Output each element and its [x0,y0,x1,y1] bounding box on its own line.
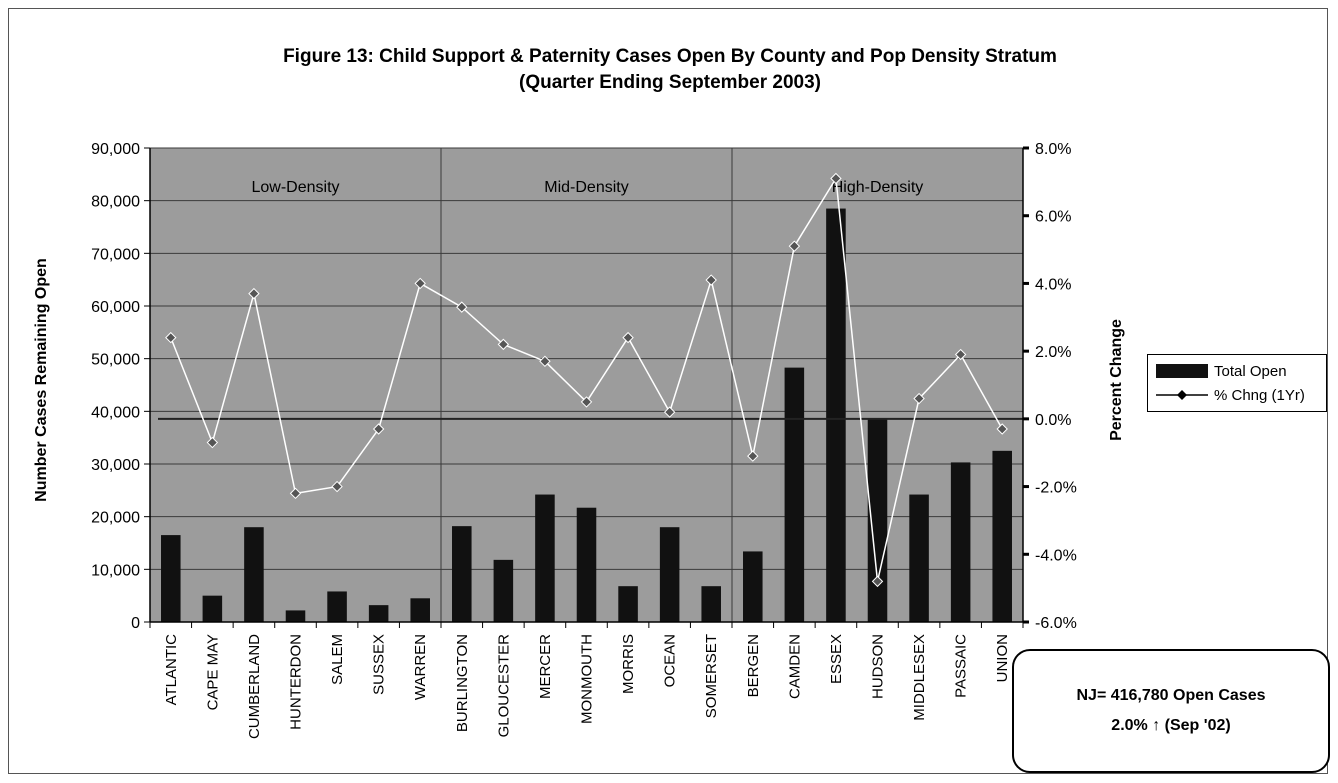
percent-change-marker [539,355,551,368]
y2-tick-label: -4.0% [1035,547,1077,564]
bar-total-open [701,586,721,622]
x-tick-label: ATLANTIC [163,634,180,706]
y-tick-label: 90,000 [91,141,140,158]
x-tick-label: OCEAN [662,634,679,687]
stratum-label: Low-Density [251,179,339,196]
percent-change-marker [747,450,759,462]
percent-change-marker [830,172,842,185]
stratum-label: Mid-Density [544,179,628,196]
chart-title-line2: (Quarter Ending September 2003) [519,72,821,93]
x-tick-label: CAMDEN [786,634,803,699]
chart-title: Figure 13: Child Support & Paternity Cas… [60,44,1280,96]
chart-title-line1: Figure 13: Child Support & Paternity Cas… [283,46,1057,67]
legend-item-line: % Chng (1Yr) [1156,384,1305,406]
bar-total-open [202,595,223,622]
percent-change-marker [663,406,676,418]
percent-change-marker [165,331,177,344]
percent-change-marker [456,301,468,313]
legend-item-bars: Total Open [1156,360,1287,382]
percent-change-marker [788,240,801,252]
percent-change-marker [996,423,1008,435]
legend: Total Open % Chng (1Yr) [1147,354,1327,412]
bar-total-open [410,598,430,622]
percent-change-marker [580,396,593,408]
percent-change-marker [954,348,967,361]
bar-total-open [659,527,680,622]
bar-total-open [285,610,306,622]
y-tick-label: 10,000 [91,562,140,579]
bar-total-open [535,494,555,622]
x-tick-label: WARREN [412,634,429,700]
x-tick-label: HUNTERDON [288,634,305,730]
percent-change-marker [497,338,510,351]
bar-total-open [826,208,846,623]
bar-total-open [493,559,514,622]
y2-tick-label: 8.0% [1035,141,1071,158]
y2-tick-label: 4.0% [1035,276,1071,293]
bar-total-open [950,462,971,622]
x-tick-label: MORRIS [620,634,637,694]
percent-change-marker [913,392,925,405]
x-tick-label: PASSAIC [953,634,970,698]
bar-total-open [867,419,888,622]
x-tick-label: ESSEX [828,634,845,684]
x-tick-label: MERCER [537,634,554,699]
bar-total-open [992,450,1012,622]
x-tick-label: UNION [994,634,1011,682]
percent-change-marker [289,487,302,500]
y-tick-label: 40,000 [91,404,140,421]
y-tick-label: 80,000 [91,194,140,211]
x-tick-label: HUDSON [870,634,887,699]
chart-frame [8,8,1328,774]
x-tick-label: BURLINGTON [454,634,471,732]
y-tick-label: 30,000 [91,457,140,474]
x-tick-label: CUMBERLAND [246,634,263,739]
y2-tick-label: 0.0% [1035,412,1071,429]
bar-total-open [161,535,181,622]
y2-tick-label: -6.0% [1035,615,1077,632]
y2-tick-label: 6.0% [1035,209,1071,226]
y-tick-label: 70,000 [91,246,140,263]
y-tick-label: 20,000 [91,510,140,527]
legend-line-swatch [1156,390,1208,400]
x-tick-label: SOMERSET [703,634,720,718]
y-tick-label: 50,000 [91,352,140,369]
percent-change-marker [372,423,385,435]
summary-line2: 2.0% ↑ (Sep '02) [1111,717,1231,734]
x-tick-label: CAPE MAY [204,634,221,710]
x-tick-label: SUSSEX [371,634,388,695]
percent-change-marker [248,287,260,300]
x-tick-label: BERGEN [745,634,762,697]
bar-total-open [452,526,472,622]
percent-change-marker [871,575,884,588]
legend-bar-swatch [1156,364,1208,378]
bar-total-open [909,494,929,622]
x-tick-label: GLOUCESTER [495,634,512,738]
x-tick-label: SALEM [329,634,346,685]
bar-total-open [368,605,389,622]
bar-total-open [576,507,597,622]
percent-change-marker [705,274,717,286]
y-tick-label: 60,000 [91,299,140,316]
bar-total-open [327,591,347,622]
y2-tick-label: 2.0% [1035,344,1071,361]
bar-total-open [784,367,805,622]
summary-box: NJ= 416,780 Open Cases 2.0% ↑ (Sep '02) [1012,649,1330,773]
summary-line1: NJ= 416,780 Open Cases [1076,687,1266,704]
legend-label-line: % Chng (1Yr) [1214,386,1305,404]
x-tick-label: MIDDLESEX [911,634,928,721]
stratum-label: High-Density [832,179,924,196]
percent-change-marker [206,436,219,449]
bar-total-open [244,527,264,622]
percent-change-marker [622,331,634,344]
bar-total-open [618,586,638,622]
percent-change-marker [331,480,343,493]
legend-label-bars: Total Open [1214,362,1287,380]
bar-total-open [743,551,763,622]
x-tick-label: MONMOUTH [579,634,596,724]
percent-change-marker [414,277,426,290]
y2-tick-label: -2.0% [1035,480,1077,497]
y-tick-label: 0 [131,615,140,632]
